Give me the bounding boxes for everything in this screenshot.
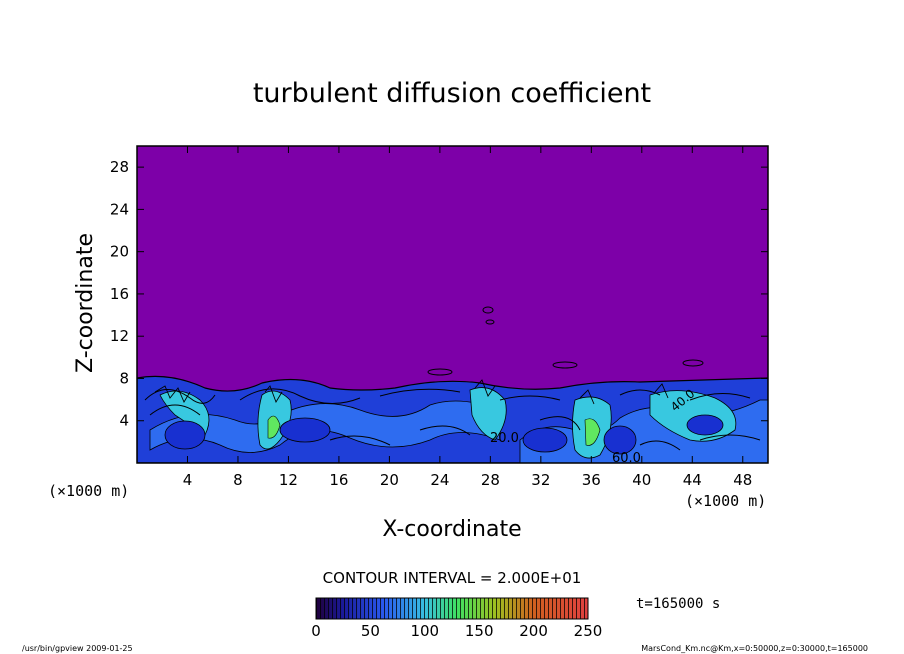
vortex-core — [522, 427, 568, 453]
vortex-core — [603, 425, 637, 455]
x-tick-label: 32 — [531, 471, 550, 489]
y-tick-label: 28 — [110, 158, 129, 176]
plot-area: 20.0 60.0 40.0 — [136, 145, 769, 466]
x-tick-label: 28 — [481, 471, 500, 489]
time-label: t=165000 s — [636, 596, 720, 612]
colorbar-ticks: 0 50 100 150 200 250 — [311, 622, 602, 640]
contour-line — [144, 388, 761, 451]
x-tick-label: 44 — [683, 471, 702, 489]
x-tick-label: 40 — [632, 471, 651, 489]
colorbar-tick-label: 250 — [574, 622, 603, 640]
y-tick-label: 20 — [110, 243, 129, 261]
y-tick-label: 8 — [119, 369, 129, 387]
contour-label: 20.0 — [490, 431, 519, 446]
colorbar-tick-label: 150 — [465, 622, 494, 640]
contour-puff — [482, 306, 494, 314]
footer-right: MarsCond_Km.nc@Km,x=0:50000,z=0:30000,t=… — [641, 644, 868, 653]
contour-puff — [552, 361, 578, 369]
colorbar-tick-label: 100 — [410, 622, 439, 640]
turbulence-band — [267, 415, 281, 439]
x-tick-label: 8 — [233, 471, 243, 489]
colorbar-stripes — [316, 598, 588, 619]
colorbar: 0 50 100 150 200 250 — [311, 597, 602, 640]
turbulence-field: 20.0 60.0 40.0 — [137, 306, 768, 466]
colorbar-tick-label: 50 — [361, 622, 380, 640]
y-axis-label: Z-coordinate — [73, 233, 98, 373]
x-tick-label: 16 — [329, 471, 348, 489]
colorbar-tick-label: 200 — [519, 622, 548, 640]
x-axis-label: X-coordinate — [382, 517, 521, 542]
contour-puff — [427, 368, 453, 376]
y-tick-label: 24 — [110, 200, 129, 218]
x-tick-label: 4 — [183, 471, 193, 489]
y-tick-label: 12 — [110, 327, 129, 345]
contour-puff — [682, 359, 704, 367]
footer-left: /usr/bin/gpview 2009-01-25 — [22, 644, 133, 653]
vortex-core — [279, 417, 331, 443]
y-tick-label: 16 — [110, 285, 129, 303]
contour-puff — [485, 319, 495, 325]
y-tick-label: 4 — [119, 412, 129, 430]
plot-frame — [136, 145, 769, 464]
colorbar-tick-label: 0 — [311, 622, 321, 640]
x-tick-label: 48 — [733, 471, 752, 489]
vortex-core — [686, 414, 724, 436]
contour-interval: CONTOUR INTERVAL = 2.000E+01 — [323, 569, 582, 587]
x-tick-label: 12 — [279, 471, 298, 489]
y-axis: 4 8 12 16 20 24 28 — [110, 158, 768, 430]
x-unit-right: (×1000 m) — [685, 492, 766, 510]
turbulence-band — [584, 418, 601, 446]
x-tick-label: 20 — [380, 471, 399, 489]
x-axis: 4 8 12 16 20 24 28 32 36 40 44 48 — [183, 146, 752, 489]
chart-title: turbulent diffusion coefficient — [253, 78, 651, 109]
turbulence-band — [469, 387, 507, 441]
colorbar-frame — [315, 597, 589, 620]
x-tick-label: 24 — [430, 471, 449, 489]
contour-label: 60.0 — [612, 451, 641, 466]
vortex-core — [164, 420, 206, 450]
x-unit-left: (×1000 m) — [48, 482, 129, 500]
contour-line — [154, 379, 669, 405]
x-tick-label: 36 — [582, 471, 601, 489]
